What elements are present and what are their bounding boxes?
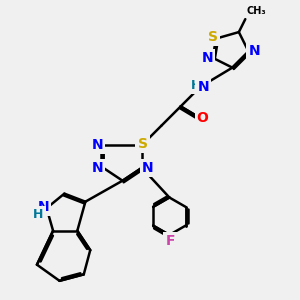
Text: N: N <box>248 44 260 58</box>
Text: CH₃: CH₃ <box>247 6 266 16</box>
Text: S: S <box>208 30 218 44</box>
Text: N: N <box>197 80 209 94</box>
Text: H: H <box>191 79 201 92</box>
Text: N: N <box>201 51 213 65</box>
Text: N: N <box>92 161 103 175</box>
Text: F: F <box>165 234 175 248</box>
Text: N: N <box>92 138 103 152</box>
Text: O: O <box>197 111 208 125</box>
Text: N: N <box>38 200 49 214</box>
Text: S: S <box>138 136 148 151</box>
Text: H: H <box>33 208 44 221</box>
Text: N: N <box>142 161 154 175</box>
